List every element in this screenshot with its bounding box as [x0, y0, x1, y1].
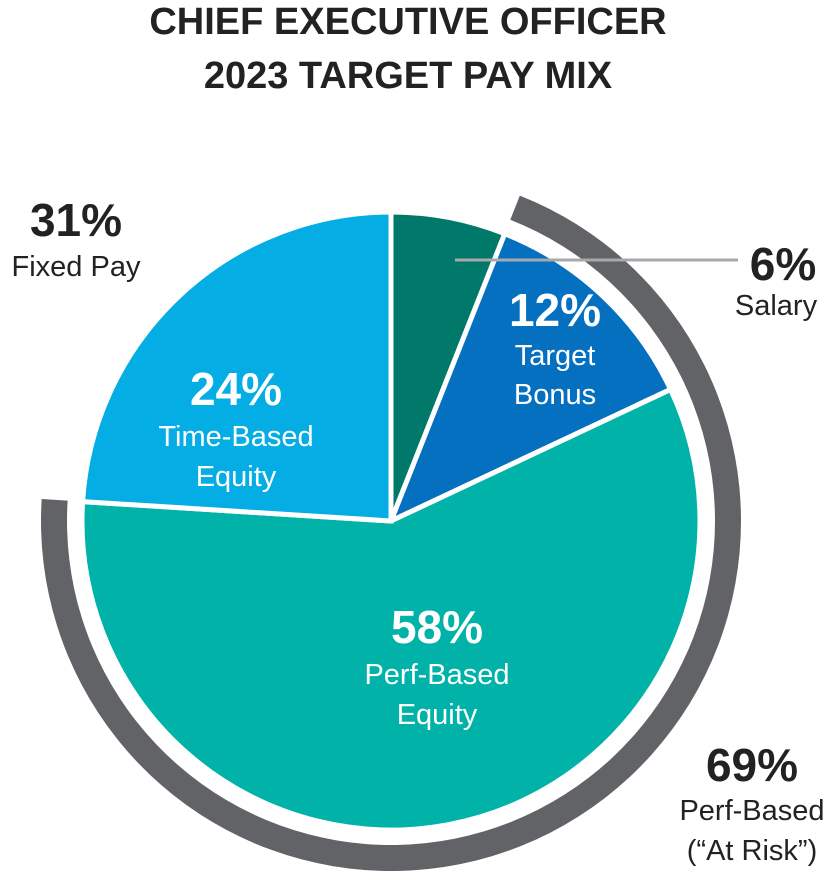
time-equity-label-line-1: Time-Based: [158, 421, 313, 453]
slice-target-bonus: [386, 230, 674, 526]
perf-equity-percent-label: 58%: [391, 601, 483, 653]
time-equity-percent-label: 24%: [190, 363, 282, 415]
fixed-pay-percent-label: 31%: [30, 194, 122, 246]
fixed-pay-label: Fixed Pay: [12, 251, 141, 283]
time-equity-label-line-2: Equity: [196, 461, 277, 493]
perf-equity-label-line-2: Equity: [397, 699, 478, 731]
chart-title-line-2: 2023 TARGET PAY MIX: [204, 55, 613, 97]
slice-time-based-equity: [79, 209, 394, 524]
bonus-percent-label: 12%: [509, 284, 601, 336]
chart-title-line-1: CHIEF EXECUTIVE OFFICER: [149, 1, 666, 43]
at-risk-label-line-2: (“At Risk”): [687, 835, 817, 867]
bonus-label-line-2: Bonus: [514, 379, 596, 411]
at-risk-percent-label: 69%: [706, 739, 798, 791]
salary-percent-label: 6%: [750, 238, 816, 290]
at-risk-label-line-1: Perf-Based: [679, 795, 824, 827]
perf-equity-label-line-1: Perf-Based: [364, 659, 509, 691]
slice-perf-based-equity: [79, 386, 703, 833]
bonus-label-line-1: Target: [515, 340, 596, 372]
salary-label: Salary: [735, 290, 818, 322]
